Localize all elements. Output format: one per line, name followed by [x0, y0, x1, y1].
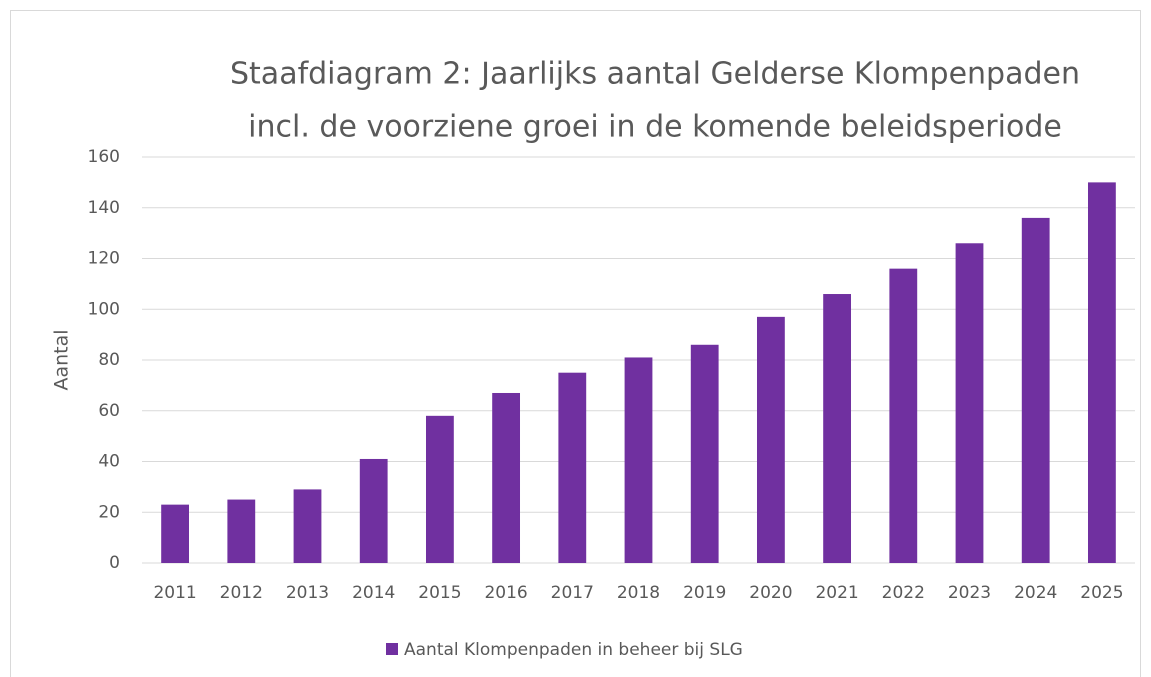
x-tick-label: 2025: [1080, 583, 1123, 603]
y-tick-label: 0: [109, 553, 120, 573]
bar: [823, 294, 852, 563]
x-tick-label: 2021: [815, 583, 858, 603]
bar: [161, 504, 190, 563]
x-tick-label: 2011: [153, 583, 196, 603]
bar: [889, 268, 918, 563]
x-tick-label: 2020: [749, 583, 792, 603]
chart-title: incl. de voorziene groei in de komende b…: [248, 110, 1062, 145]
x-tick-label: 2013: [286, 583, 329, 603]
y-tick-label: 100: [88, 299, 120, 319]
bar: [359, 458, 388, 563]
y-tick-label: 140: [88, 198, 120, 218]
bar: [690, 344, 719, 563]
y-tick-label: 20: [98, 502, 120, 522]
bar: [425, 415, 454, 563]
bar: [1087, 182, 1116, 563]
x-tick-label: 2016: [484, 583, 527, 603]
bar: [1021, 217, 1050, 563]
x-tick-label: 2018: [617, 583, 660, 603]
x-tick-label: 2023: [948, 583, 991, 603]
legend-label: Aantal Klompenpaden in beheer bij SLG: [404, 640, 743, 660]
bar: [955, 243, 984, 563]
legend-swatch: [386, 643, 398, 655]
x-tick-label: 2024: [1014, 583, 1057, 603]
x-tick-label: 2019: [683, 583, 726, 603]
x-tick-label: 2012: [220, 583, 263, 603]
bar: [293, 489, 322, 563]
bar: [227, 499, 256, 563]
x-tick-label: 2015: [418, 583, 461, 603]
y-axis-label: Aantal: [51, 329, 73, 390]
y-tick-label: 60: [98, 401, 120, 421]
x-tick-label: 2022: [882, 583, 925, 603]
y-tick-label: 80: [98, 350, 120, 370]
chart-title: Staafdiagram 2: Jaarlijks aantal Gelders…: [230, 57, 1080, 92]
chart-border: [10, 10, 1141, 677]
x-tick-label: 2014: [352, 583, 395, 603]
x-tick-label: 2017: [551, 583, 594, 603]
bar: [492, 392, 521, 563]
y-tick-label: 120: [88, 249, 120, 269]
y-tick-label: 40: [98, 452, 120, 472]
bar: [756, 316, 785, 563]
bar: [624, 357, 653, 563]
y-tick-label: 160: [88, 147, 120, 167]
bar: [558, 372, 587, 563]
